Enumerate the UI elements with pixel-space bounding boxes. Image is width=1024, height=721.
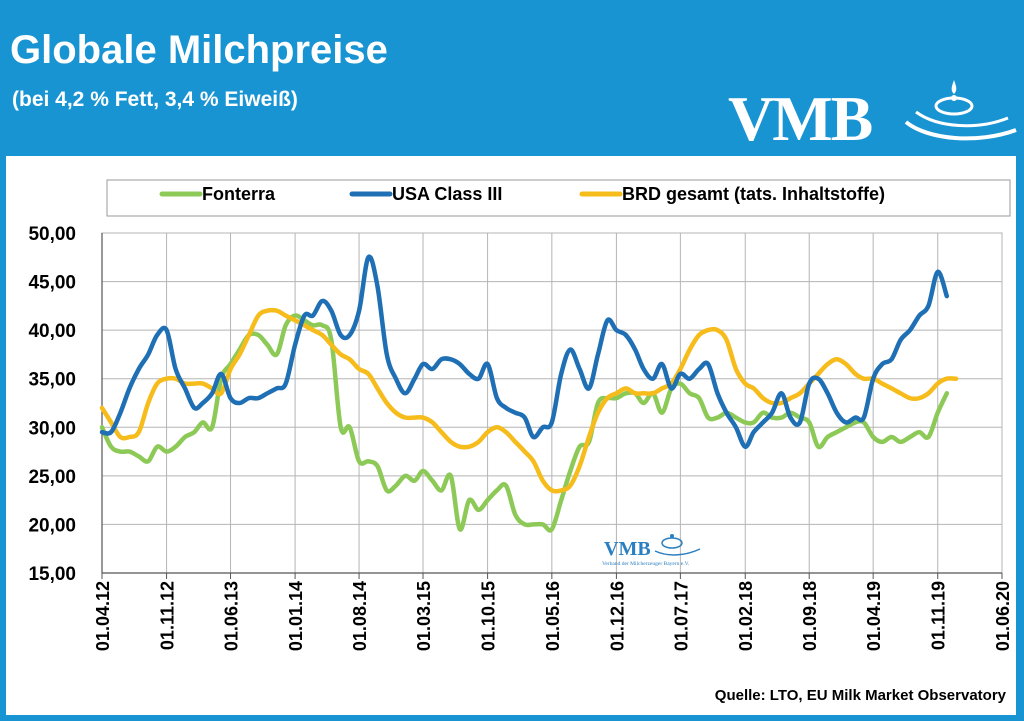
legend-label: USA Class III xyxy=(392,184,502,204)
y-tick-label: 15,00 xyxy=(28,564,76,585)
x-tick-label: 01.08.14 xyxy=(350,581,370,651)
y-tick-label: 25,00 xyxy=(28,467,76,488)
x-tick-label: 01.12.16 xyxy=(607,581,627,651)
y-tick-label: 45,00 xyxy=(28,273,76,294)
legend: Fonterra USA Class III BRD gesamt (tats. I… xyxy=(106,179,1011,217)
series-line-usa-class-iii xyxy=(99,254,950,449)
y-tick-label: 50,00 xyxy=(28,224,76,245)
x-tick-label: 01.09.18 xyxy=(800,581,820,651)
y-tick-label: 30,00 xyxy=(28,418,76,439)
y-tick-label: 40,00 xyxy=(28,321,76,342)
y-tick-label: 35,00 xyxy=(28,370,76,391)
page-subtitle: (bei 4,2 % Fett, 3,4 % Eiweiß) xyxy=(12,88,298,111)
milk-drop-icon xyxy=(904,80,1017,141)
legend-label: Fonterra xyxy=(202,184,276,204)
x-tick-label: 01.01.14 xyxy=(286,581,306,651)
watermark-logo-text: VMB xyxy=(604,538,651,560)
legend-box xyxy=(106,179,1011,217)
source-note: Quelle: LTO, EU Milk Market Observatory xyxy=(715,687,1007,704)
x-tick-label: 01.04.19 xyxy=(864,581,884,651)
x-tick-label: 01.06.13 xyxy=(222,581,242,651)
x-tick-label: 01.11.12 xyxy=(158,581,178,650)
x-tick-label: 01.10.15 xyxy=(479,581,499,651)
x-tick-label: 01.05.16 xyxy=(543,581,563,651)
x-tick-label: 01.06.20 xyxy=(993,581,1013,651)
axes-layer: 15,00 20,00 25,00 30,00 35,00 40,00 45,00 50,00… xyxy=(28,224,1013,651)
vmb-logo-text: VMB xyxy=(728,83,873,154)
chart-watermark: VMB Verband der Milcherzeuger Bayern e.V… xyxy=(602,534,701,567)
x-tick-label: 01.02.18 xyxy=(736,581,756,651)
header-banner: Globale Milchpreise (bei 4,2 % Fett, 3,4… xyxy=(0,0,1024,154)
x-tick-label: 01.11.19 xyxy=(929,581,949,650)
series-layer xyxy=(99,254,959,533)
y-tick-label: 20,00 xyxy=(28,515,76,536)
x-tick-label: 01.04.12 xyxy=(93,581,113,651)
page-title: Globale Milchpreise xyxy=(10,28,388,72)
legend-label: BRD gesamt (tats. Inhaltstoffe) xyxy=(622,184,885,204)
watermark-tagline: Verband der Milcherzeuger Bayern e.V. xyxy=(602,561,690,567)
x-tick-label: 01.07.17 xyxy=(671,581,691,651)
vmb-logo: VMB xyxy=(722,78,1022,154)
x-tick-label: 01.03.15 xyxy=(414,581,434,651)
